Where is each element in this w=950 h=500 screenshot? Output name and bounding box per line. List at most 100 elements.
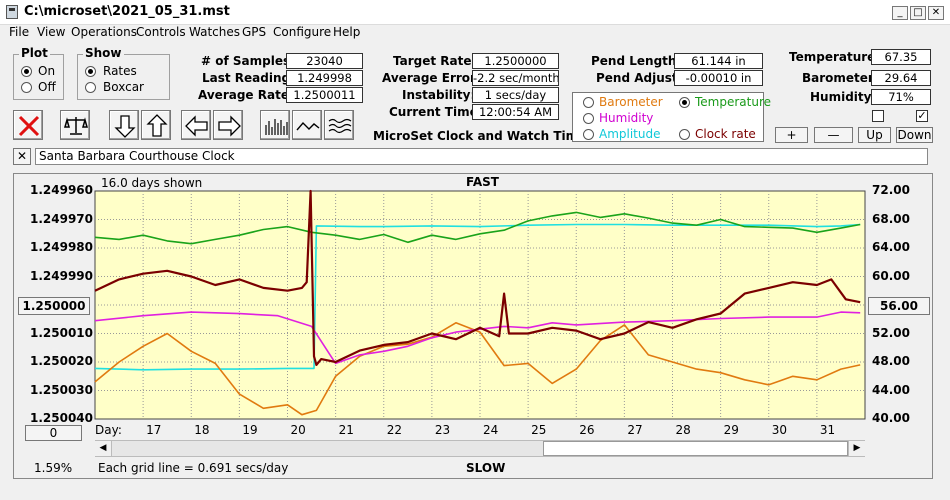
instability-field: 1 secs/day (472, 87, 559, 103)
line-graph-button[interactable] (292, 110, 322, 140)
right-value-button[interactable]: 56.00 (868, 297, 930, 315)
scroll-right-icon[interactable]: ▶ (848, 441, 865, 456)
wave-graph-icon (328, 118, 352, 134)
humidity-label: Humidity: (810, 90, 877, 104)
channel-amplitude-label: Amplitude (599, 127, 661, 141)
y-left-tick-label: 1.250020 (30, 354, 94, 368)
show-boxcar-label: Boxcar (103, 80, 144, 94)
scale-up-button[interactable]: Up (858, 127, 891, 143)
x-tick-label: 20 (290, 423, 306, 437)
channel-humidity-radio[interactable] (583, 113, 594, 124)
average-rate-label: Average Rate: (198, 88, 294, 102)
y-right-tick-label: 48.00 (872, 354, 910, 368)
menu-view[interactable]: View (37, 25, 66, 39)
x-tick-label: 18 (194, 423, 210, 437)
scale-plus-button[interactable]: + (775, 127, 808, 143)
menu-watches[interactable]: Watches (189, 25, 240, 39)
y-right-tick-label: 60.00 (872, 268, 910, 283)
x-tick-label: 27 (627, 423, 643, 437)
menu-operations[interactable]: Operations (71, 25, 137, 39)
bar-graph-icon (265, 119, 288, 135)
channel-barometer-radio[interactable] (583, 97, 594, 108)
x-tick-label: 31 (819, 423, 836, 437)
arrow-right-icon (218, 115, 241, 137)
x-tick-label: 23 (434, 423, 451, 437)
bar-graph-button[interactable] (260, 110, 290, 140)
temperature-field: 67.35 (871, 49, 931, 65)
title-bar: C:\microset\2021_05_31.mst _ □ ✕ (0, 0, 950, 25)
current-time-label: Current Time: (389, 105, 483, 119)
window-title: C:\microset\2021_05_31.mst (24, 4, 230, 19)
x-tick-label: 21 (338, 423, 354, 437)
plot-on-radio[interactable] (21, 66, 32, 77)
center-value-button[interactable]: 1.250000 (18, 297, 90, 315)
show-rates-radio[interactable] (85, 66, 96, 77)
y-right-tick-label: 40.00 (872, 411, 910, 425)
channel-barometer-label: Barometer (599, 95, 663, 109)
scroll-thumb[interactable] (543, 441, 848, 456)
clock-name-close-icon[interactable]: ✕ (13, 148, 31, 165)
right-arrow-button[interactable] (213, 110, 243, 140)
down-arrow-button[interactable] (109, 110, 139, 140)
left-arrow-button[interactable] (181, 110, 211, 140)
app-icon (6, 5, 18, 19)
series-line-humidity (94, 311, 861, 365)
series-line-amplitude (94, 223, 861, 371)
offset-button[interactable]: 0 (25, 425, 82, 441)
balance-button[interactable] (60, 110, 90, 140)
x-tick-label: 28 (675, 423, 691, 437)
channel-clock-rate-radio[interactable] (679, 129, 690, 140)
clear-button[interactable] (13, 110, 43, 140)
left-checkbox[interactable] (872, 110, 884, 122)
pend-length-label: Pend Length: (591, 54, 682, 68)
days-shown-label: 16.0 days shown (101, 176, 203, 190)
menu-controls[interactable]: Controls (136, 25, 186, 39)
samples-label: # of Samples: (201, 54, 295, 68)
minimize-icon[interactable]: _ (892, 6, 908, 20)
menu-file[interactable]: File (9, 25, 30, 39)
wave-graph-button[interactable] (324, 110, 354, 140)
arrow-down-icon (114, 115, 136, 138)
pend-adjust-label: Pend Adjust: (596, 71, 683, 85)
y-left-tick-label: 1.249990 (30, 268, 94, 283)
show-boxcar-radio[interactable] (85, 82, 96, 93)
channel-clock-rate-label: Clock rate (695, 127, 756, 141)
instability-label: Instability: (402, 88, 476, 102)
y-right-tick-label: 52.00 (872, 325, 910, 340)
plot-off-radio[interactable] (21, 82, 32, 93)
scale-down-button[interactable]: Down (896, 127, 933, 143)
line-graph-icon (296, 121, 320, 131)
channel-selector (572, 92, 764, 142)
y-left-tick-label: 1.250040 (30, 411, 94, 425)
balance-icon (64, 117, 88, 135)
close-icon[interactable]: ✕ (928, 6, 944, 20)
channel-amplitude-radio[interactable] (583, 129, 594, 140)
y-left-tick-label: 1.250030 (30, 382, 94, 397)
average-error-field: -2.2 sec/month (472, 70, 559, 86)
clock-name-field[interactable]: Santa Barbara Courthouse Clock (35, 148, 928, 165)
up-arrow-button[interactable] (141, 110, 171, 140)
menu-configure[interactable]: Configure (273, 25, 332, 39)
x-tick-label: 24 (483, 423, 499, 437)
right-checkbox[interactable]: ✓ (916, 109, 928, 122)
last-reading-label: Last Reading: (202, 71, 295, 85)
scale-minus-button[interactable]: — (814, 127, 853, 143)
current-time-field: 12:00:54 AM (472, 104, 559, 120)
x-axis-label: Day: (95, 423, 122, 437)
arrow-up-icon (146, 114, 168, 137)
menu-help[interactable]: Help (333, 25, 361, 39)
target-rate-field: 1.2500000 (472, 53, 559, 69)
plot-panel (13, 173, 933, 479)
maximize-icon[interactable]: □ (910, 6, 926, 20)
y-right-tick-label: 44.00 (872, 382, 910, 397)
channel-temperature-radio[interactable] (679, 97, 690, 108)
series-line-temperature (94, 211, 861, 245)
series-line-clock-rate (94, 189, 861, 366)
channel-humidity-label: Humidity (599, 111, 654, 125)
last-reading-field: 1.249998 (286, 70, 363, 86)
plot-group-title: Plot (19, 46, 50, 60)
scroll-left-icon[interactable]: ◀ (95, 441, 112, 456)
menu-gps[interactable]: GPS (242, 25, 267, 39)
show-group-title: Show (83, 46, 124, 60)
slow-label: SLOW (466, 461, 506, 475)
